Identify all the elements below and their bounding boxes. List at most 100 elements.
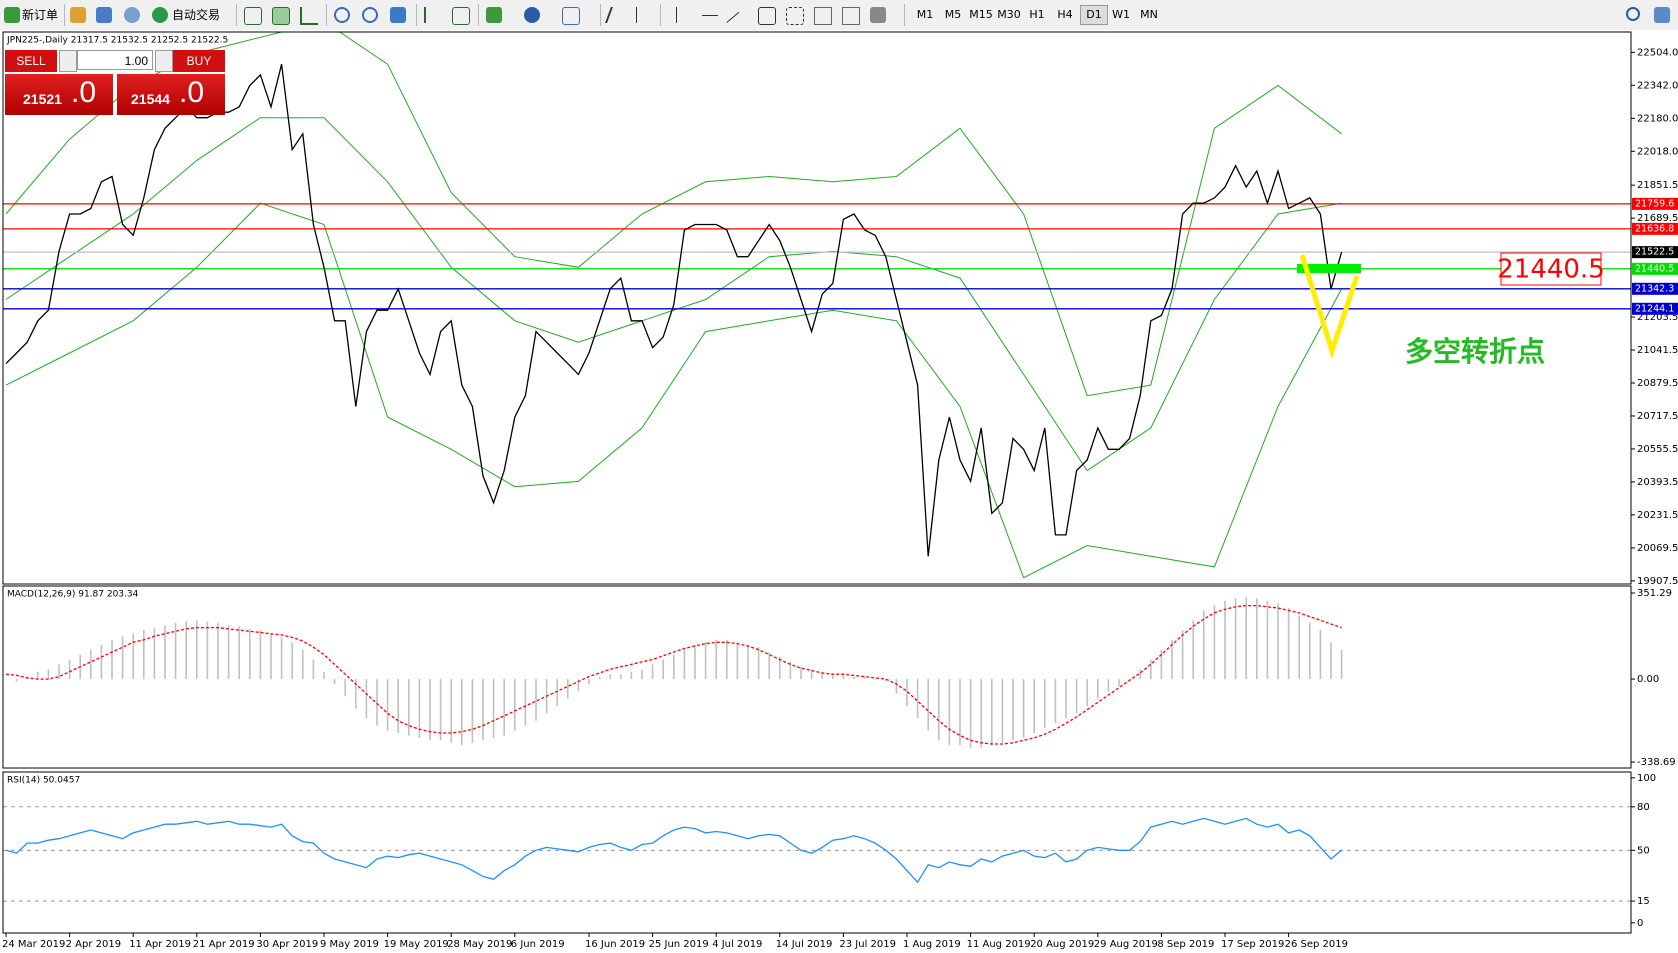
arrows-icon[interactable]: [870, 7, 886, 23]
separator: [904, 4, 905, 26]
tool-icon[interactable]: [452, 7, 470, 25]
periods-icon[interactable]: [524, 7, 540, 23]
buy-button[interactable]: BUY: [173, 50, 225, 72]
macd-bar: [567, 679, 569, 699]
search-icon[interactable]: [1626, 7, 1640, 21]
tool-icon[interactable]: [300, 7, 318, 25]
auto-trading-button[interactable]: 自动交易: [172, 8, 221, 22]
panel-frame: [2, 585, 1632, 769]
macd-bar: [1086, 679, 1088, 707]
macd-bar: [916, 679, 919, 719]
price-label-bg: [1632, 302, 1678, 315]
macd-bar: [1266, 600, 1269, 680]
timeframe-button[interactable]: MN: [1140, 8, 1158, 21]
channel-icon[interactable]: [758, 7, 776, 25]
bid-box[interactable]: 21521 .0: [5, 74, 113, 115]
tool-icon[interactable]: [70, 7, 86, 23]
y-tick-label: 20069.5: [1637, 543, 1678, 554]
timeframe-button[interactable]: M5: [944, 8, 962, 21]
fibo-icon[interactable]: [786, 7, 804, 25]
macd-bar: [408, 679, 410, 736]
x-tick-label: 17 Sep 2019: [1221, 939, 1284, 950]
tool-icon[interactable]: [244, 7, 262, 25]
macd-bar: [344, 679, 346, 697]
macd-bar: [1192, 620, 1194, 680]
timeframe-button[interactable]: M1: [916, 8, 934, 21]
y-tick-label: 80: [1637, 802, 1650, 813]
macd-bar: [1224, 600, 1226, 680]
macd-bar: [1340, 649, 1343, 680]
lot-up[interactable]: [155, 50, 173, 72]
y-tick-label: 0: [1637, 918, 1643, 929]
ask-box[interactable]: 21544 .0: [117, 74, 225, 115]
macd-bar: [5, 679, 7, 680]
macd-bar: [376, 679, 378, 726]
macd-bar: [90, 649, 92, 680]
new-order-button[interactable]: 新订单: [22, 8, 59, 22]
y-tick-label: 22504.0: [1637, 47, 1678, 58]
macd-bar: [503, 679, 505, 736]
macd-bar: [1075, 679, 1078, 714]
macd-bar: [185, 621, 187, 680]
x-tick-label: 29 Aug 2019: [1094, 939, 1158, 950]
cursor-icon[interactable]: [605, 7, 629, 23]
hline-icon[interactable]: [702, 15, 718, 32]
tool-icon[interactable]: [424, 7, 442, 23]
timeframe-button[interactable]: M30: [997, 8, 1021, 21]
y-tick-label: 351.29: [1637, 588, 1672, 599]
rsi-panel-plot: [3, 806, 1631, 902]
tool-icon[interactable]: [272, 7, 290, 25]
zoom-in-icon[interactable]: [334, 7, 350, 23]
indicators-icon[interactable]: [486, 7, 502, 23]
macd-bar: [1054, 679, 1057, 724]
macd-bar: [439, 679, 442, 741]
macd-bar: [302, 649, 304, 680]
toolbar: 新订单 自动交易 M1 M5 M15 M30 H1 H4 D1 W1 MN: [0, 0, 1678, 36]
macd-bar: [492, 679, 495, 738]
timeframe-button[interactable]: M15: [969, 8, 993, 21]
templates-icon[interactable]: [562, 7, 580, 25]
y-tick-label: 20231.5: [1637, 510, 1678, 521]
text-icon[interactable]: [814, 7, 832, 25]
macd-bar: [715, 639, 717, 680]
timeframe-button[interactable]: D1: [1080, 5, 1108, 25]
timeframe-button[interactable]: H1: [1029, 8, 1045, 21]
macd-bar: [249, 628, 251, 680]
macd-bar: [938, 679, 940, 741]
macd-bar: [482, 679, 484, 741]
timeframe-button[interactable]: H4: [1057, 8, 1073, 21]
vline-icon[interactable]: [676, 7, 693, 23]
macd-bar: [1287, 608, 1290, 680]
tool-icon[interactable]: [96, 7, 112, 23]
drawn-green-bar: [1297, 264, 1361, 273]
crosshair-icon[interactable]: [636, 7, 653, 23]
macd-bar: [461, 679, 463, 746]
macd-bar: [1171, 639, 1173, 680]
macd-bar: [1309, 622, 1311, 680]
lot-down[interactable]: [59, 50, 77, 72]
lot-input[interactable]: 1.00: [77, 50, 153, 70]
menu-icon[interactable]: [1654, 7, 1670, 23]
macd-bar: [673, 654, 675, 680]
timeframe-button[interactable]: W1: [1112, 8, 1130, 21]
new-order-icon[interactable]: [4, 7, 20, 23]
y-tick-label: 20393.5: [1637, 477, 1678, 488]
drawn-yellow-v: [1299, 254, 1360, 360]
macd-bar: [1044, 679, 1046, 729]
macd-bar: [1234, 598, 1237, 680]
macd-bar: [1181, 630, 1184, 680]
price-label: 21244.1: [1635, 303, 1674, 314]
macd-bar: [386, 679, 389, 731]
label-icon[interactable]: [842, 7, 860, 25]
background: [0, 30, 1678, 953]
bollinger-lower: [5, 202, 1343, 579]
y-tick-label: 50: [1637, 845, 1650, 856]
zoom-out-icon[interactable]: [362, 7, 378, 23]
macd-bar: [514, 679, 516, 731]
macd-bar: [418, 679, 421, 738]
tile-icon[interactable]: [390, 7, 406, 23]
sell-button[interactable]: SELL: [5, 50, 57, 72]
tool-icon[interactable]: [124, 7, 140, 23]
auto-trading-icon[interactable]: [152, 7, 168, 23]
macd-bar: [789, 661, 792, 680]
